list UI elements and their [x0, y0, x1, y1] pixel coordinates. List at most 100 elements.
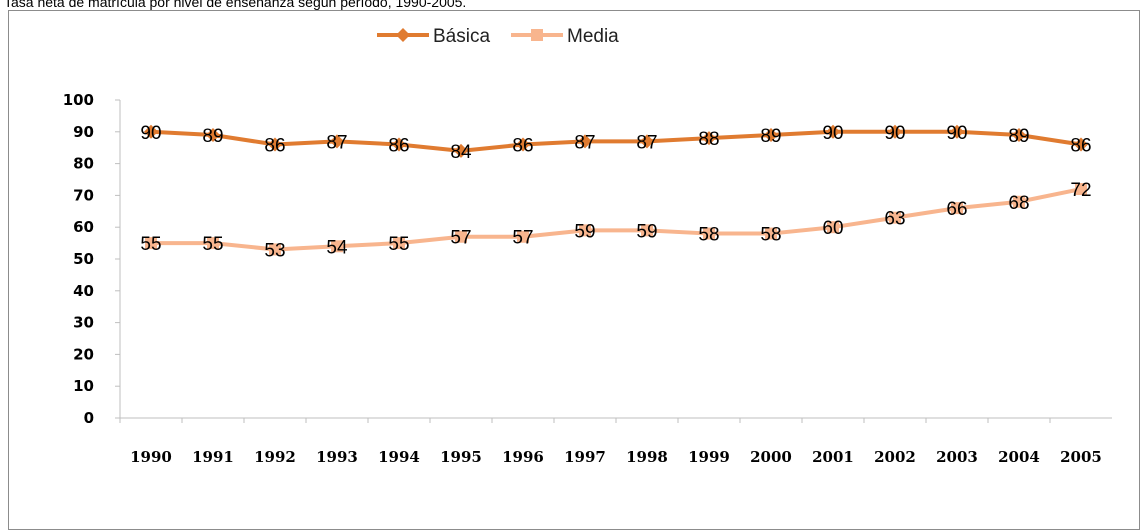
x-tick-label: 2004	[998, 448, 1040, 466]
x-tick-label: 1995	[440, 448, 482, 466]
data-point-basica	[268, 137, 282, 152]
data-label-media: 58	[760, 225, 781, 246]
data-label-media: 57	[512, 228, 533, 249]
x-tick-label: 1990	[130, 448, 172, 466]
data-label-basica: 86	[1070, 136, 1091, 157]
data-point-media	[207, 237, 219, 250]
legend-marker-basica	[396, 28, 410, 42]
data-point-media	[145, 237, 157, 250]
data-point-basica	[764, 127, 778, 142]
data-label-media: 53	[264, 240, 285, 261]
data-point-basica	[1012, 127, 1026, 142]
y-tick-label: 50	[73, 250, 94, 268]
x-tick-label: 1998	[626, 448, 668, 466]
x-tick-label: 2005	[1060, 448, 1102, 466]
data-point-basica	[702, 131, 716, 146]
data-label-basica: 89	[760, 126, 781, 147]
data-point-media	[455, 230, 467, 243]
data-label-basica: 86	[264, 136, 285, 157]
data-point-media	[269, 243, 281, 256]
data-point-basica	[516, 137, 530, 152]
data-label-media: 59	[636, 221, 657, 242]
x-tick-label: 1991	[192, 448, 234, 466]
data-point-basica	[454, 143, 468, 158]
data-label-media: 72	[1070, 180, 1091, 201]
x-tick-label: 2000	[750, 448, 792, 466]
series-lines	[144, 124, 1088, 256]
data-label-media: 55	[388, 234, 409, 255]
data-point-basica	[950, 124, 964, 139]
y-tick-label: 0	[84, 409, 94, 427]
data-label-basica: 90	[946, 123, 967, 144]
data-label-media: 55	[140, 234, 161, 255]
x-tick-label: 1993	[316, 448, 358, 466]
data-label-basica: 90	[822, 123, 843, 144]
y-tick-label: 10	[73, 377, 94, 395]
data-label-media: 60	[822, 218, 843, 239]
data-label-media: 54	[326, 237, 348, 258]
y-tick-label: 100	[63, 91, 94, 109]
axes: 0 10 20 30 40 50 60 70 80 90 100 1990 1991 1992 1993 19…	[63, 91, 1112, 466]
y-tick-label: 80	[73, 155, 94, 173]
data-label-basica: 90	[884, 123, 905, 144]
y-tick-label: 60	[73, 218, 94, 236]
data-label-media: 57	[450, 228, 471, 249]
data-point-media	[393, 237, 405, 250]
data-label-media: 59	[574, 221, 595, 242]
data-label-media: 58	[698, 225, 719, 246]
data-label-basica: 84	[450, 142, 472, 163]
data-labels: 90 89 86 87 86 84 86 87 87 88 89 90 90 90 89 86 55 55 53 54…	[140, 123, 1091, 262]
x-tick-label: 2003	[936, 448, 978, 466]
data-label-basica: 87	[574, 132, 595, 153]
data-point-basica	[1074, 137, 1088, 152]
line-chart: Básica Media 0 10 20 30 40 50 60 70 80 90 100 1990 19…	[63, 26, 1112, 466]
data-point-media	[641, 224, 653, 237]
data-point-media	[889, 211, 901, 224]
data-point-media	[765, 227, 777, 240]
data-point-basica	[206, 127, 220, 142]
data-label-media: 68	[1008, 193, 1029, 214]
x-tick-label: 1996	[502, 448, 544, 466]
data-point-basica	[330, 134, 344, 149]
data-point-basica	[826, 124, 840, 139]
chart-title: Tasa neta de matrícula por nivel de ense…	[4, 0, 467, 10]
y-tick-label: 30	[73, 314, 94, 332]
data-point-basica	[144, 124, 158, 139]
x-tick-label: 2001	[812, 448, 854, 466]
y-tick-label: 20	[73, 345, 94, 363]
legend: Básica Media	[377, 26, 619, 47]
legend-label-media: Media	[567, 26, 619, 47]
data-label-basica: 86	[388, 136, 409, 157]
data-label-media: 55	[202, 234, 223, 255]
data-point-media	[579, 224, 591, 237]
x-tick-label: 1997	[564, 448, 606, 466]
y-tick-label: 40	[73, 282, 94, 300]
series-line-media	[151, 187, 1082, 252]
data-label-basica: 88	[698, 129, 719, 150]
data-point-basica	[578, 134, 592, 149]
y-tick-label: 90	[73, 123, 94, 141]
x-tick-label: 1994	[378, 448, 420, 466]
data-label-basica: 89	[1008, 126, 1029, 147]
data-label-media: 63	[884, 209, 905, 230]
data-point-media	[703, 227, 715, 240]
data-point-basica	[888, 124, 902, 139]
data-point-basica	[392, 137, 406, 152]
data-label-basica: 87	[636, 132, 657, 153]
data-point-media	[517, 230, 529, 243]
data-label-media: 66	[946, 199, 967, 220]
data-point-media	[1013, 195, 1025, 208]
data-point-basica	[640, 134, 654, 149]
legend-marker-media	[531, 29, 543, 41]
series-line-basica	[150, 129, 1082, 153]
data-label-basica: 90	[140, 123, 161, 144]
data-point-media	[951, 202, 963, 215]
y-tick-label: 70	[73, 186, 94, 204]
data-point-media	[331, 240, 343, 253]
data-label-basica: 87	[326, 132, 347, 153]
data-label-basica: 86	[512, 136, 533, 157]
legend-label-basica: Básica	[433, 26, 490, 47]
data-label-basica: 89	[202, 126, 223, 147]
x-tick-label: 2002	[874, 448, 916, 466]
data-point-media	[827, 221, 839, 234]
